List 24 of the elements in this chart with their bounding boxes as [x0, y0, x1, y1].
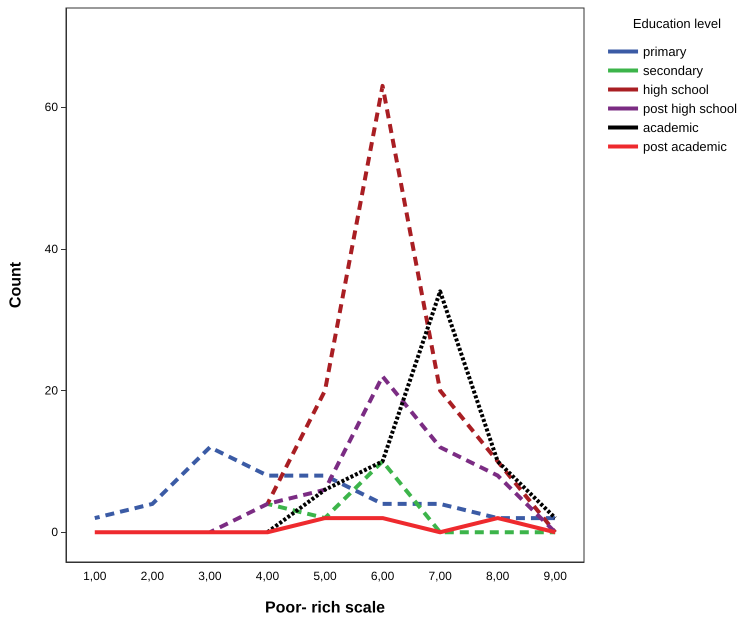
x-tick-label: 2,00 [140, 569, 164, 583]
y-tick-label: 40 [44, 242, 58, 256]
y-axis-title: Count [8, 261, 24, 308]
legend-label: primary [643, 44, 687, 59]
legend-label: academic [643, 120, 700, 135]
line-series [92, 445, 558, 520]
x-axis-title: Poor- rich scale [264, 600, 386, 616]
legend-label: secondary [643, 63, 704, 78]
x-tick-label: 1,00 [83, 569, 107, 583]
legend-label: post high school [643, 101, 738, 116]
x-tick-label: 6,00 [370, 569, 395, 583]
x-tick-label: 8,00 [486, 569, 510, 583]
x-tick-label: 9,00 [544, 569, 568, 583]
legend-label: post academic [643, 139, 728, 154]
legend-label: high school [643, 82, 709, 97]
x-tick-label: 3,00 [198, 569, 222, 583]
y-tick-label: 60 [44, 100, 58, 114]
x-tick-label: 5,00 [313, 569, 337, 583]
x-tick-label: 4,00 [256, 569, 280, 583]
x-tick-label: 7,00 [428, 569, 452, 583]
legend-title: Education level [632, 16, 722, 31]
y-tick-label: 20 [44, 384, 58, 398]
y-tick-label: 0 [51, 525, 58, 540]
line-series [265, 84, 558, 534]
